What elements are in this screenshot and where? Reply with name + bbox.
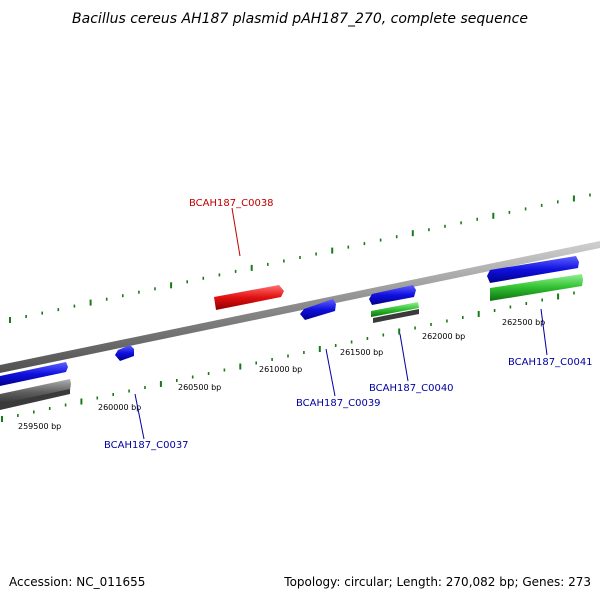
gene-label-leader bbox=[325, 348, 336, 397]
scale-label: 262500 bp bbox=[502, 318, 545, 327]
scale-label: 260000 bp bbox=[98, 403, 141, 412]
scale-label: 259500 bp bbox=[18, 422, 61, 431]
gene-arrow bbox=[369, 285, 416, 305]
gene-arrow bbox=[487, 256, 579, 283]
gene-block bbox=[0, 379, 71, 405]
gene-label-leader bbox=[231, 207, 241, 257]
scale-label: 261000 bp bbox=[259, 365, 302, 374]
gene-label-leader bbox=[399, 333, 409, 382]
scale-label: 262000 bp bbox=[422, 332, 465, 341]
gene-block bbox=[0, 389, 70, 410]
gene-label-leader bbox=[134, 393, 145, 440]
gene-label: BCAH187_C0040 bbox=[369, 383, 454, 394]
gene-arrow bbox=[115, 345, 134, 361]
gene-block bbox=[373, 309, 419, 323]
gene-arrow bbox=[0, 362, 68, 386]
map-title: Bacillus cereus AH187 plasmid pAH187_270… bbox=[72, 11, 528, 27]
accession-text: Accession: NC_011655 bbox=[9, 575, 145, 589]
scale-label: 261500 bp bbox=[340, 348, 383, 357]
gene-label: BCAH187_C0038 bbox=[189, 198, 274, 209]
tick-track-lower bbox=[1, 291, 575, 422]
gene-label: BCAH187_C0041 bbox=[508, 357, 593, 368]
gene-arrow bbox=[300, 299, 336, 320]
gene-block bbox=[371, 302, 419, 317]
gene-block bbox=[490, 274, 583, 301]
summary-text: Topology: circular; Length: 270,082 bp; … bbox=[283, 575, 591, 589]
gene-label-leader bbox=[540, 308, 548, 356]
scale-label: 260500 bp bbox=[178, 383, 221, 392]
gene-label: BCAH187_C0039 bbox=[296, 398, 381, 409]
tick-track-upper bbox=[9, 193, 591, 323]
gene-label: BCAH187_C0037 bbox=[104, 440, 189, 451]
gene-arrow-highlighted bbox=[214, 285, 284, 310]
dna-backbone bbox=[0, 241, 600, 373]
